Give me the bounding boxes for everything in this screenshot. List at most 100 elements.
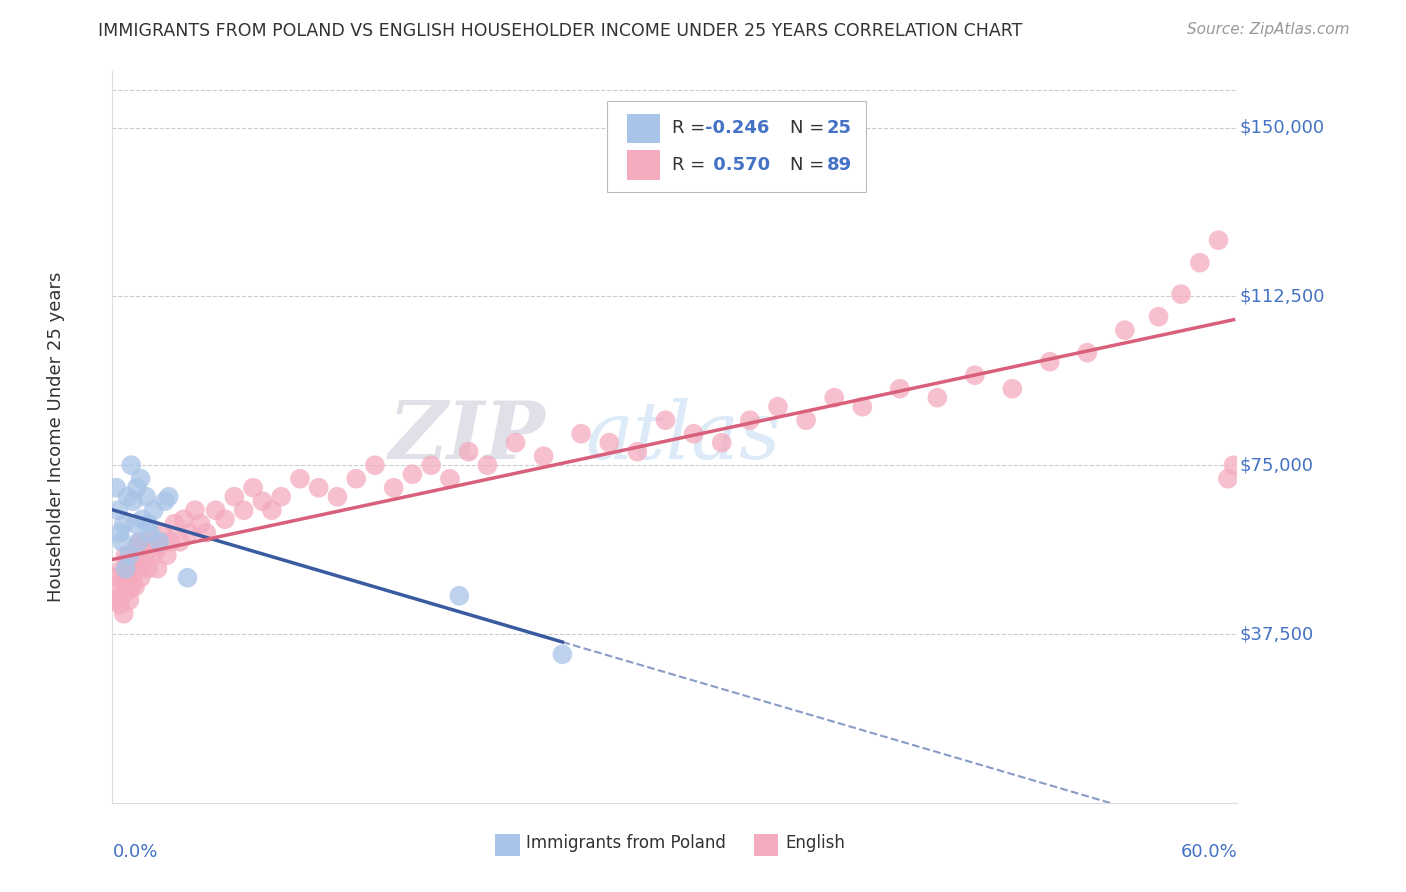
Point [108,525,131,540]
Point [128,534,150,549]
Text: R =: R = [672,156,710,174]
Point [142,503,165,517]
Point [449,589,471,603]
Point [120,458,142,473]
Point [153,494,176,508]
Point [1188,255,1211,269]
Text: 0.0%: 0.0% [112,843,157,861]
Point [1076,345,1098,359]
Point [159,534,181,549]
Point [308,481,330,495]
Point [122,494,145,508]
Point [139,534,162,549]
Point [179,525,201,540]
Point [157,490,180,504]
Point [176,571,198,585]
Point [477,458,499,473]
Text: English: English [785,834,845,852]
Text: ZIP: ZIP [388,399,546,475]
Point [1001,382,1024,396]
Point [710,435,733,450]
Point [124,558,146,572]
Point [270,490,292,504]
Text: N =: N = [790,120,830,137]
Point [142,548,165,562]
Point [823,391,845,405]
Bar [495,834,520,856]
Point [163,516,186,531]
Point [190,516,212,531]
Text: $75,000: $75,000 [1240,456,1313,475]
Point [152,525,174,540]
Point [204,503,226,517]
Point [135,548,157,562]
Point [135,490,157,504]
Bar [627,114,661,143]
Point [105,593,128,607]
Text: Householder Income Under 25 years: Householder Income Under 25 years [48,272,65,602]
Point [118,593,141,607]
Point [184,503,207,517]
Point [439,472,461,486]
Point [1114,323,1136,337]
Point [766,400,789,414]
Point [120,580,142,594]
FancyBboxPatch shape [607,101,866,192]
Point [125,562,148,576]
Bar [754,834,779,856]
Point [120,562,142,576]
Point [1147,310,1170,324]
Point [851,400,873,414]
Point [108,598,131,612]
Point [1208,233,1230,247]
Point [1039,354,1062,368]
Point [146,562,169,576]
Point [533,449,555,463]
Point [129,571,152,585]
Point [682,426,704,441]
Text: 25: 25 [827,120,852,137]
Text: 89: 89 [827,156,852,174]
Point [344,472,367,486]
Point [963,368,986,383]
Point [131,558,153,572]
Point [107,580,129,594]
Point [889,382,911,396]
Point [382,481,405,495]
Point [173,512,195,526]
Point [125,481,148,495]
Point [794,413,817,427]
Text: IMMIGRANTS FROM POLAND VS ENGLISH HOUSEHOLDER INCOME UNDER 25 YEARS CORRELATION : IMMIGRANTS FROM POLAND VS ENGLISH HOUSEH… [98,22,1022,40]
Text: R =: R = [672,120,710,137]
Point [148,534,170,549]
Point [654,413,676,427]
Point [125,539,148,553]
Point [260,503,283,517]
Text: N =: N = [790,156,830,174]
Text: $112,500: $112,500 [1240,287,1324,305]
Point [1170,287,1192,301]
Point [232,503,254,517]
Point [598,435,620,450]
Point [156,548,179,562]
Point [118,548,141,562]
Point [105,481,128,495]
Point [927,391,949,405]
Point [122,548,145,562]
Point [112,516,135,531]
Text: -0.246: -0.246 [706,120,769,137]
Point [457,444,479,458]
Point [224,490,246,504]
Point [111,562,134,576]
Point [107,503,129,517]
Point [114,548,136,562]
Point [195,525,218,540]
Point [326,490,349,504]
Point [169,534,191,549]
Point [111,589,134,603]
Point [1216,472,1239,486]
Text: Source: ZipAtlas.com: Source: ZipAtlas.com [1187,22,1350,37]
Point [148,539,170,553]
Point [117,584,139,599]
Point [136,562,159,576]
